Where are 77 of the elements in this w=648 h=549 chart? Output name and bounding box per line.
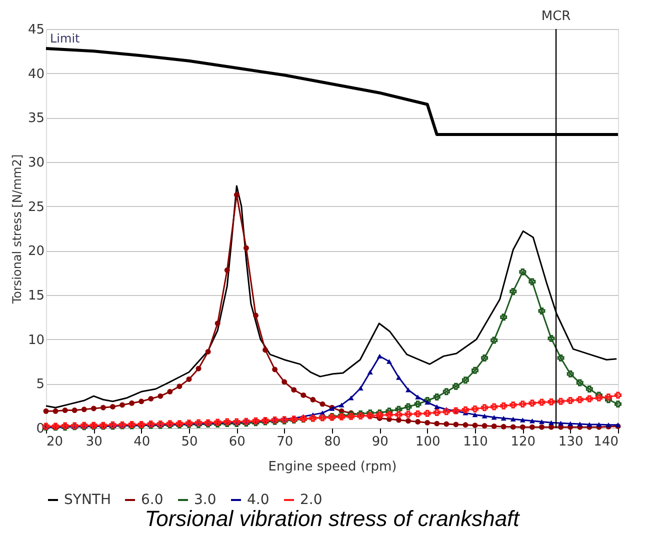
point bbox=[176, 384, 182, 390]
point bbox=[72, 408, 78, 413]
point bbox=[491, 423, 497, 429]
point bbox=[282, 379, 288, 385]
legend-label: 3.0 bbox=[194, 492, 216, 508]
point bbox=[158, 393, 164, 399]
point bbox=[453, 422, 459, 428]
point bbox=[529, 424, 535, 430]
point bbox=[310, 396, 316, 402]
point bbox=[252, 312, 258, 318]
point bbox=[110, 404, 116, 410]
y-tick-label: 45 bbox=[28, 22, 44, 38]
y-tick-label: 25 bbox=[28, 200, 44, 215]
point bbox=[52, 408, 58, 414]
y-tick-label: 15 bbox=[28, 288, 44, 304]
point bbox=[291, 387, 297, 393]
point bbox=[167, 388, 173, 394]
y-axis-title: Torsional stress [N/mm2] bbox=[10, 154, 24, 305]
x-tick-label: 140 bbox=[594, 434, 618, 450]
x-tick-label: 50 bbox=[181, 434, 198, 450]
point bbox=[90, 406, 96, 412]
x-tick-label: 30 bbox=[86, 434, 102, 450]
y-tick-label: 5 bbox=[36, 377, 44, 392]
x-axis-title: Engine speed (rpm) bbox=[268, 460, 397, 474]
point bbox=[224, 267, 230, 273]
x-tick-label: 80 bbox=[324, 434, 341, 450]
x-tick-label: 100 bbox=[415, 434, 440, 450]
point bbox=[43, 408, 49, 414]
point bbox=[138, 398, 144, 404]
point bbox=[262, 347, 268, 353]
point bbox=[186, 376, 192, 382]
point bbox=[100, 404, 106, 410]
legend-label: 6.0 bbox=[141, 492, 164, 508]
point bbox=[415, 419, 421, 425]
point bbox=[62, 408, 68, 413]
x-tick-label: 40 bbox=[134, 434, 150, 450]
point bbox=[444, 421, 450, 427]
x-tick-label: 60 bbox=[228, 434, 246, 450]
point bbox=[482, 423, 488, 429]
y-tick-label: 30 bbox=[28, 156, 44, 170]
text: Torsional vibration stress of crankshaft bbox=[144, 506, 520, 531]
point bbox=[520, 424, 526, 430]
x-tick-label: 20 bbox=[46, 434, 64, 450]
point bbox=[120, 402, 126, 408]
point bbox=[500, 424, 506, 430]
point bbox=[148, 396, 154, 402]
point bbox=[300, 392, 306, 398]
y-tick-label: 20 bbox=[28, 244, 44, 260]
point bbox=[196, 366, 202, 372]
x-tick-label: 120 bbox=[510, 434, 536, 450]
point bbox=[472, 422, 478, 428]
x-tick-label: 110 bbox=[463, 434, 488, 450]
point bbox=[129, 400, 135, 406]
point bbox=[406, 418, 412, 424]
point bbox=[424, 420, 430, 426]
legend-label: 2.0 bbox=[300, 492, 322, 508]
point bbox=[214, 320, 220, 326]
point bbox=[434, 420, 440, 426]
x-tick-label: 70 bbox=[276, 434, 294, 450]
y-tick-label: 40 bbox=[28, 66, 44, 82]
y-tick-label: 10 bbox=[28, 332, 44, 348]
point bbox=[243, 245, 249, 251]
point bbox=[205, 349, 211, 354]
legend-label: 4.0 bbox=[247, 492, 270, 508]
y-tick-label: 35 bbox=[28, 111, 44, 126]
point bbox=[510, 424, 516, 430]
point bbox=[234, 192, 240, 198]
legend-label: SYNTH bbox=[64, 492, 111, 508]
point bbox=[272, 366, 278, 372]
x-tick-label: 90 bbox=[372, 434, 388, 450]
point bbox=[320, 401, 326, 407]
annotation: Limit bbox=[50, 32, 80, 46]
x-tick-label: 130 bbox=[558, 434, 584, 450]
point bbox=[538, 424, 544, 430]
point bbox=[81, 406, 87, 412]
point bbox=[462, 422, 468, 428]
ref-line-label: MCR bbox=[541, 9, 571, 24]
